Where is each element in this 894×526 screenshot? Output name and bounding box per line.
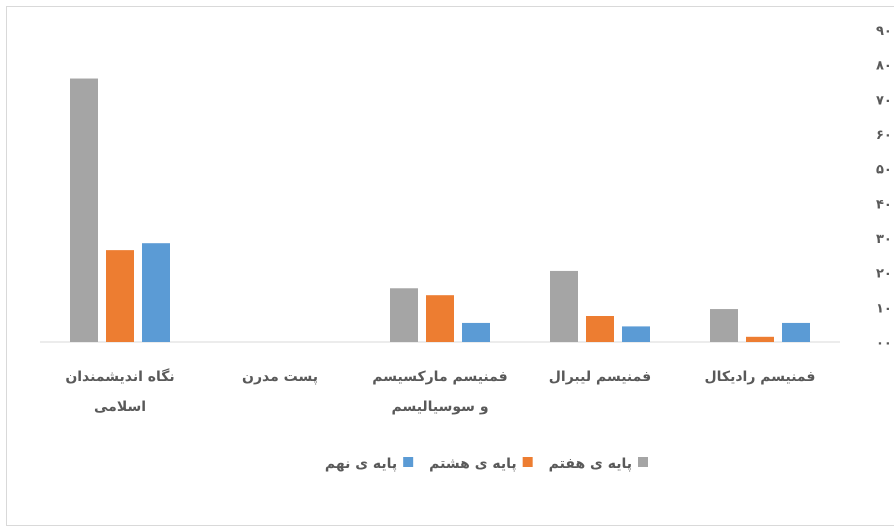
bar (622, 326, 650, 342)
y-tick-label: ۲۰ (876, 267, 892, 282)
y-tick-label: ۰۰ (876, 336, 892, 351)
bar (70, 78, 98, 343)
y-tick-label: ۴۰ (876, 197, 892, 212)
category-label: فمنیسم مارکسیسم (372, 369, 507, 385)
bar (710, 309, 738, 342)
category-label: فمنیسم رادیکال (705, 369, 816, 385)
legend-label: پایه ی نهم (325, 456, 397, 472)
bar (426, 295, 454, 342)
legend-swatch (403, 457, 414, 467)
bar (586, 316, 614, 342)
bar (106, 250, 134, 342)
category-label: نگاه اندیشمندان (65, 368, 174, 385)
legend-swatch (522, 457, 533, 467)
category-label: و سوسیالیسم (391, 399, 488, 415)
y-tick-label: ۳۰ (876, 232, 892, 247)
y-tick-label: ۶۰ (876, 128, 892, 143)
bar (142, 243, 170, 342)
legend-label: پایه ی هفتم (549, 456, 632, 472)
category-label: پست مدرن (242, 369, 318, 385)
bar (550, 270, 578, 342)
bar (746, 336, 774, 342)
bar (462, 322, 490, 342)
y-tick-label: ۵۰ (876, 163, 892, 178)
y-tick-label: ۹۰ (876, 24, 892, 39)
legend-swatch (638, 457, 648, 467)
y-tick-label: ۷۰ (876, 93, 892, 108)
bar (390, 288, 418, 342)
y-tick-label: ۱۰ (876, 301, 892, 316)
legend-label: پایه ی هشتم (429, 456, 517, 472)
bar-chart: ۰۰ ۱۰ ۲۰ ۳۰ ۴۰ ۵۰ ۶۰ ۷۰ ۸۰ ۹۰ نگاه اندیشمندان اسلام… (40, 24, 892, 472)
category-label: فمنیسم لیبرال (549, 369, 651, 385)
y-tick-label: ۸۰ (876, 59, 892, 74)
bar (782, 322, 810, 342)
category-label: اسلامی (94, 399, 146, 415)
